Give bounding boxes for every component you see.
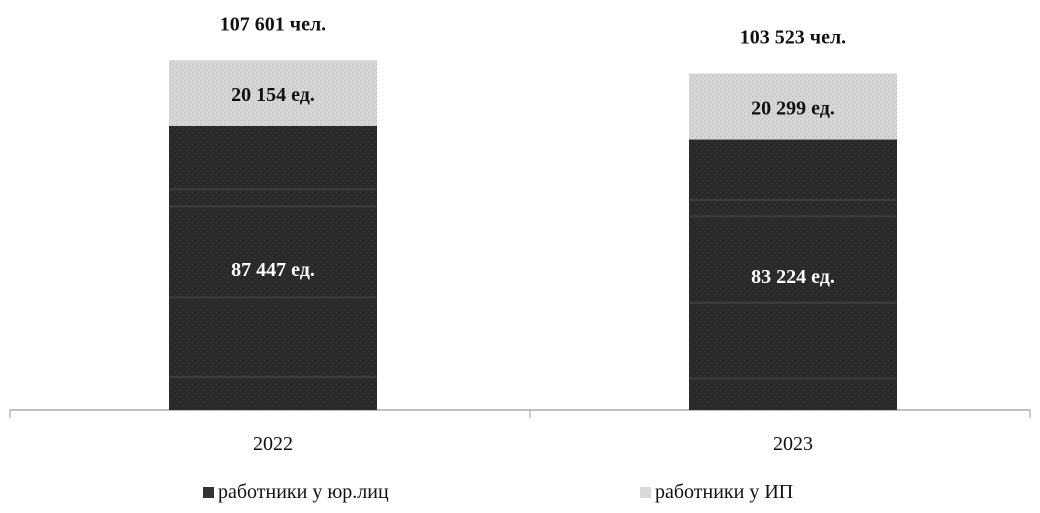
- bar-texture-band: [169, 296, 377, 299]
- bar-texture-band: [689, 215, 897, 218]
- bar-segment-ip-2022: [169, 60, 377, 126]
- bar-texture-band: [689, 377, 897, 380]
- bar-segment-jur-2023: [689, 139, 897, 410]
- legend-label-ip: работники у ИП: [655, 481, 793, 503]
- bar-segment-ip-2023: [689, 73, 897, 140]
- x-tick-label-2023: 2023: [773, 433, 813, 455]
- data-label-ip-2023: 20 299 ед.: [751, 98, 835, 120]
- legend-swatch-jur: [203, 487, 214, 498]
- bar-texture-band: [689, 301, 897, 304]
- total-label-2022: 107 601 чел.: [220, 13, 326, 35]
- bar-texture-band: [169, 375, 377, 378]
- total-label-2023: 103 523 чел.: [740, 27, 846, 49]
- data-label-jur-2023: 83 224 ед.: [751, 266, 835, 288]
- data-label-jur-2022: 87 447 ед.: [231, 259, 315, 281]
- bar-texture-band: [169, 188, 377, 191]
- bar-texture-band: [169, 205, 377, 208]
- bar-texture-band: [689, 199, 897, 202]
- bar-segment-jur-2022: [169, 125, 377, 411]
- legend-swatch-ip: [640, 487, 651, 498]
- x-tick-label-2022: 2022: [253, 433, 293, 455]
- legend-label-jur: работники у юр.лиц: [218, 481, 389, 503]
- data-label-ip-2022: 20 154 ед.: [231, 84, 315, 106]
